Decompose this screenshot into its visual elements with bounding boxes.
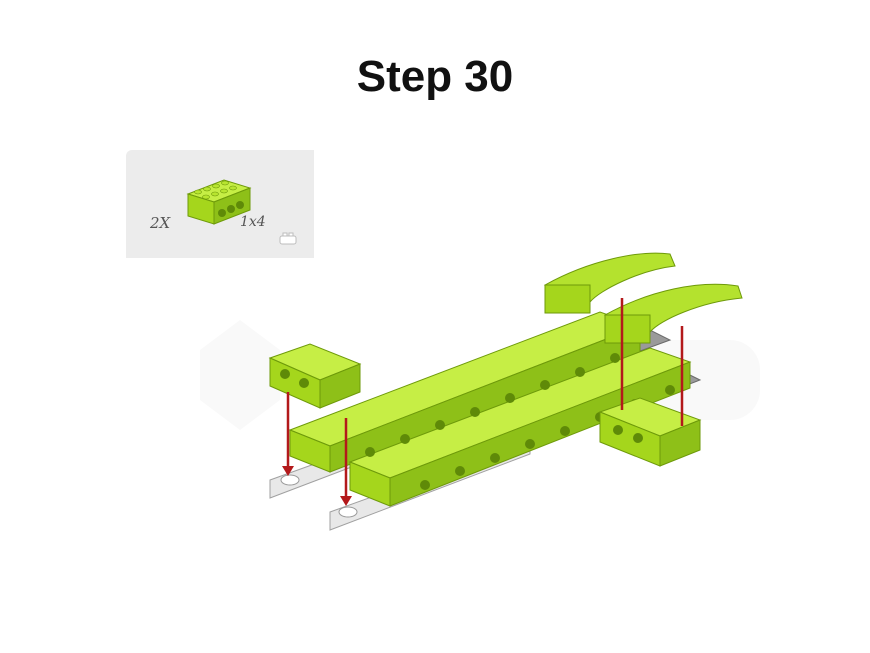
new-brick-right-front (659, 419, 701, 467)
part-size: 1x4 (240, 214, 266, 230)
placement-arrows (282, 298, 684, 506)
technic-brick-1x4-icon (186, 179, 252, 225)
slope-base-back (544, 284, 591, 314)
slope-base-front (604, 314, 651, 344)
step-title: Step 30 (356, 52, 514, 101)
assembly-illustration (200, 252, 760, 531)
part-quantity: 2X (150, 214, 171, 232)
brick-size-icon (279, 232, 297, 245)
new-brick-left-front (319, 363, 361, 409)
parts-callout: 2X 1x4 (126, 150, 314, 258)
green-beam-lower-front (389, 361, 691, 507)
